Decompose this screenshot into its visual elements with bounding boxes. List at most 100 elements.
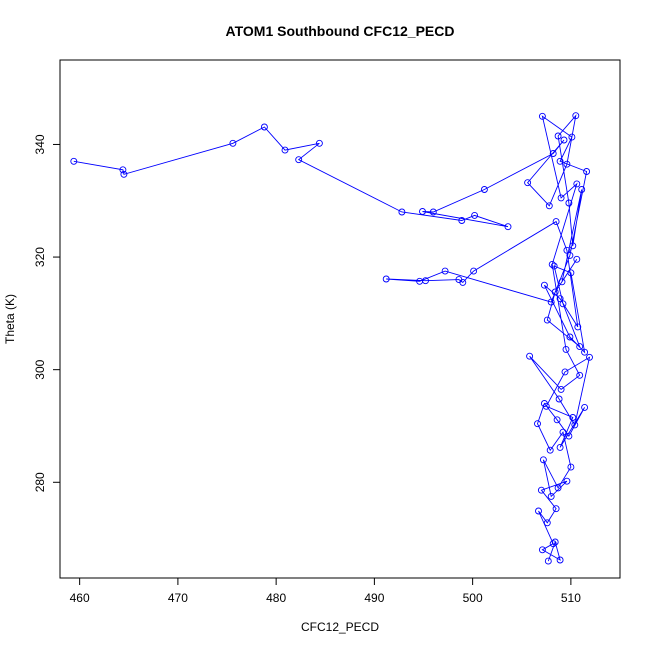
data-point xyxy=(561,368,569,376)
data-point xyxy=(538,112,546,120)
data-point xyxy=(537,486,545,494)
data-point xyxy=(538,546,546,554)
data-point xyxy=(534,420,541,428)
data-point xyxy=(553,416,561,424)
data-point xyxy=(539,456,547,464)
data-point xyxy=(455,276,463,284)
data-point xyxy=(382,275,390,283)
data-point xyxy=(556,443,564,451)
data-point xyxy=(549,150,557,157)
data-point xyxy=(554,484,562,492)
data-point xyxy=(504,223,512,231)
data-point xyxy=(544,557,552,565)
y-tick-label: 340 xyxy=(33,134,47,154)
data-point xyxy=(548,260,556,268)
data-point xyxy=(557,385,565,393)
plot-frame xyxy=(59,59,621,579)
data-point xyxy=(540,400,548,407)
data-point xyxy=(565,432,573,440)
data-point xyxy=(563,477,571,485)
data-point xyxy=(559,300,567,308)
data-point xyxy=(574,323,582,331)
data-point xyxy=(569,414,577,421)
x-axis-label: CFC12_PECD xyxy=(301,620,379,634)
data-point xyxy=(573,255,581,263)
data-point xyxy=(576,371,584,379)
series-line xyxy=(73,114,591,562)
data-point xyxy=(543,316,551,324)
data-point xyxy=(480,186,488,193)
data-point xyxy=(526,352,534,360)
data-point xyxy=(557,194,565,202)
data-point xyxy=(295,156,303,164)
data-point xyxy=(120,170,128,178)
data-point xyxy=(547,492,555,500)
data-point xyxy=(572,112,580,120)
data-point xyxy=(558,278,566,286)
x-tick-label: 460 xyxy=(70,591,90,605)
data-point xyxy=(568,133,576,141)
data-point xyxy=(524,179,532,187)
x-tick-label: 470 xyxy=(168,591,188,605)
y-axis: 280 300 320 340 xyxy=(33,134,60,492)
data-point xyxy=(566,333,574,341)
data-point xyxy=(419,208,426,215)
data-point xyxy=(547,298,555,306)
data-point xyxy=(551,538,559,546)
data-point xyxy=(556,556,564,564)
data-point xyxy=(546,446,554,454)
data-point xyxy=(556,295,564,303)
data-point xyxy=(563,160,571,168)
data-point xyxy=(552,218,560,226)
x-tick-label: 480 xyxy=(266,591,286,605)
data-point xyxy=(551,288,559,296)
data-point xyxy=(260,123,268,131)
data-point xyxy=(549,540,557,548)
data-point xyxy=(441,267,449,275)
data-point xyxy=(545,202,553,210)
data-point xyxy=(583,168,591,175)
data-point xyxy=(576,343,584,351)
data-point xyxy=(535,507,542,515)
x-tick-label: 490 xyxy=(364,591,384,605)
data-point xyxy=(470,267,478,275)
data-point xyxy=(573,180,581,188)
chart-title: ATOM1 Southbound CFC12_PECD xyxy=(226,23,455,39)
x-tick-label: 500 xyxy=(463,591,483,605)
data-point xyxy=(567,269,575,277)
data-point xyxy=(569,242,577,250)
data-point xyxy=(550,262,558,270)
x-tick-label: 510 xyxy=(561,591,581,605)
data-point xyxy=(540,281,548,289)
data-point xyxy=(471,211,479,219)
data-point xyxy=(398,208,406,216)
data-point xyxy=(566,251,574,259)
data-point xyxy=(567,463,575,471)
data-point xyxy=(563,246,571,254)
data-point xyxy=(565,199,573,207)
data-point xyxy=(581,403,589,411)
y-tick-label: 320 xyxy=(33,247,47,267)
x-axis: 460 470 480 490 500 510 xyxy=(70,578,581,605)
data-point xyxy=(429,208,437,216)
data-point xyxy=(586,353,593,361)
data-point xyxy=(556,157,564,165)
data-point xyxy=(70,157,78,165)
data-point xyxy=(552,505,560,513)
data-point xyxy=(315,139,323,147)
data-point xyxy=(562,345,570,353)
data-point xyxy=(281,146,289,154)
data-point xyxy=(581,348,589,356)
data-point xyxy=(543,519,551,527)
y-tick-label: 280 xyxy=(33,472,47,492)
data-point xyxy=(554,132,562,140)
data-point xyxy=(458,217,466,224)
data-point xyxy=(229,139,237,147)
data-point xyxy=(416,277,424,285)
data-point xyxy=(571,421,579,429)
data-point xyxy=(578,186,586,193)
y-tick-label: 300 xyxy=(33,359,47,379)
y-axis-label: Theta (K) xyxy=(3,294,17,344)
data-point xyxy=(560,136,568,144)
